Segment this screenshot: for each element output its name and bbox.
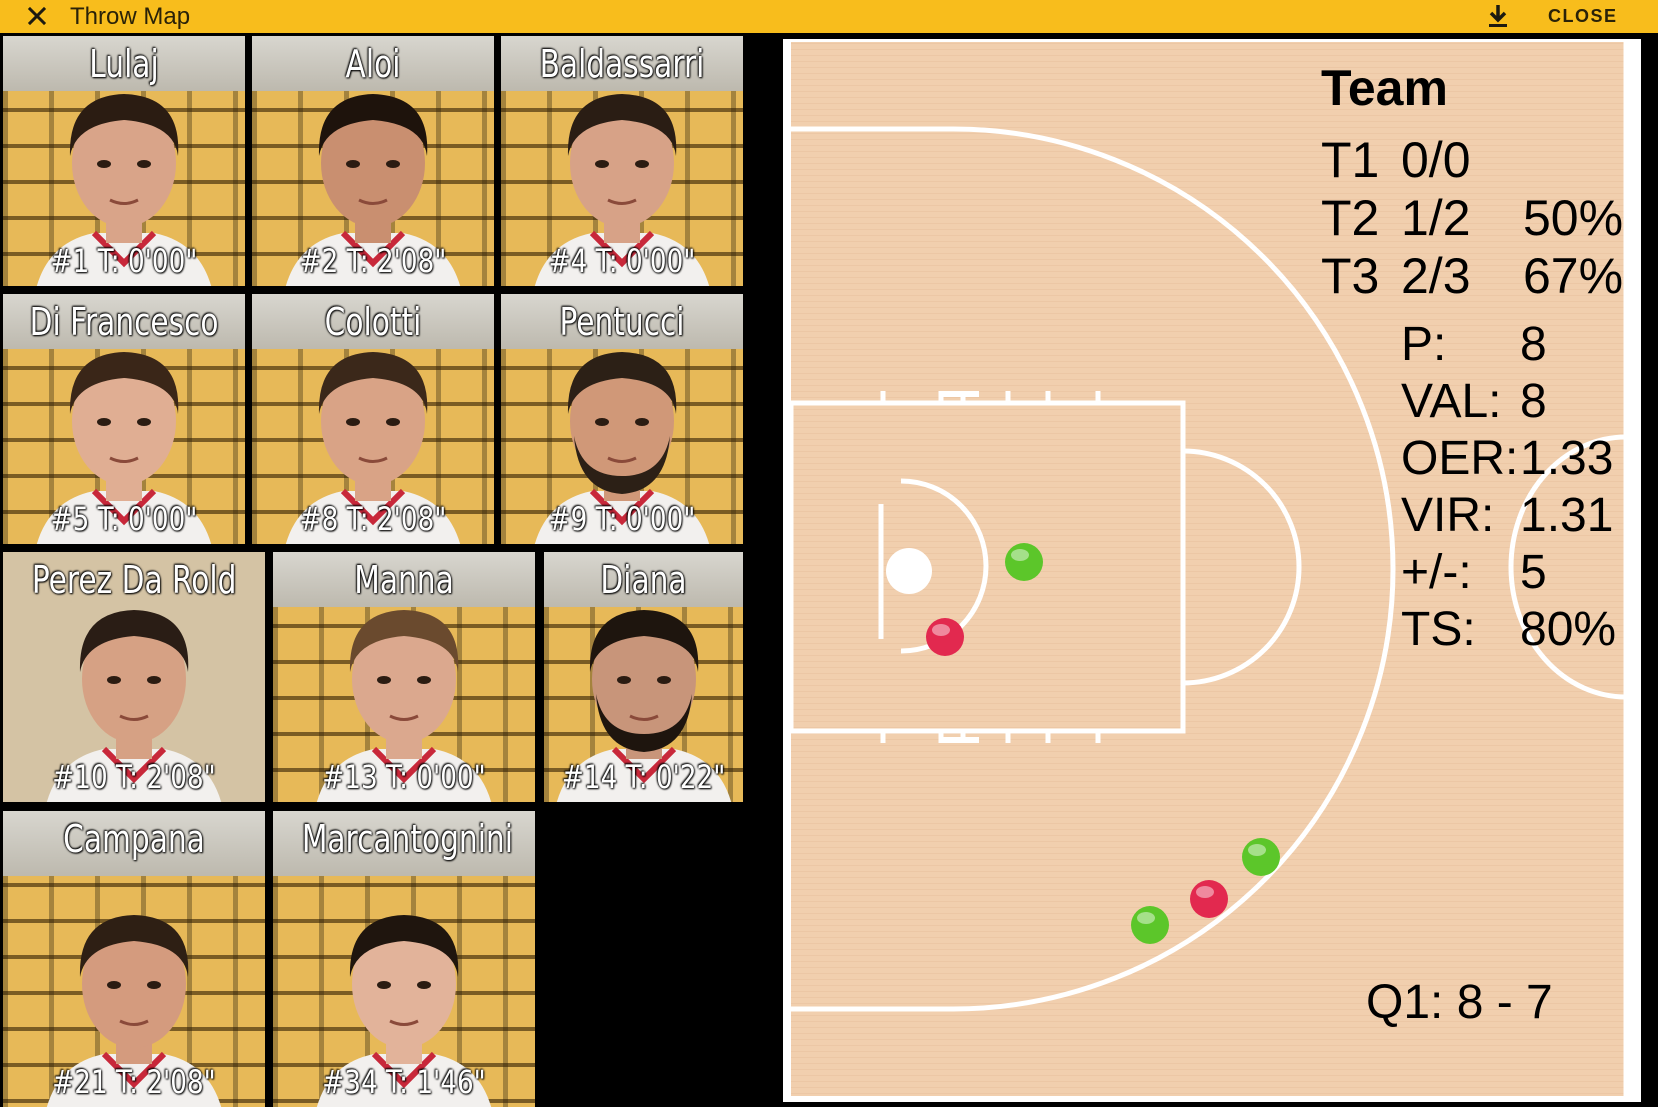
player-name: Campana — [63, 817, 205, 861]
tile-background — [252, 36, 494, 91]
player-tile[interactable]: Colotti #8 T: 2'08" — [252, 294, 494, 544]
player-photo — [36, 94, 212, 286]
player-info: #14 T: 0'22" — [561, 758, 726, 796]
stats-title: Team — [1321, 60, 1448, 116]
close-button[interactable]: CLOSE — [1548, 6, 1618, 26]
player-tile[interactable]: Perez Da Rold #10 T: 2'08" — [3, 552, 265, 802]
player-info: #2 T: 2'08" — [299, 242, 447, 280]
t2-value: 1/2 — [1401, 190, 1471, 246]
tile-background — [3, 811, 265, 877]
court-lines — [788, 42, 1629, 1096]
player-name: Di Francesco — [29, 300, 219, 344]
tile-background — [252, 294, 494, 349]
player-tile[interactable]: Di Francesco #5 T: 0'00" — [3, 294, 245, 544]
player-info: #9 T: 0'00" — [548, 500, 696, 538]
player-tile[interactable]: Baldassarri #4 T: 0'00" — [501, 36, 743, 286]
quarter-score: Q1: 8 - 7 — [1366, 976, 1553, 1029]
player-photo — [285, 94, 461, 286]
t3-pct: 67% — [1523, 248, 1624, 304]
page-title: Throw Map — [70, 3, 191, 30]
player-tile[interactable]: Diana #14 T: 0'22" — [544, 552, 743, 802]
player-name: Diana — [600, 558, 687, 602]
player-name: Aloi — [345, 42, 401, 86]
shot-missed-marker[interactable] — [926, 618, 964, 656]
t3-value: 2/3 — [1401, 248, 1471, 304]
throw-map-court: Team T1 0/0 T2 1/2 50% T3 2/3 67% P: 8 V… — [783, 39, 1641, 1102]
tile-background — [3, 36, 245, 91]
shot-made-marker[interactable] — [1131, 906, 1169, 944]
player-name: Pentucci — [559, 300, 685, 344]
player-info: #34 T: 1'46" — [322, 1063, 486, 1101]
t2-pct: 50% — [1523, 190, 1624, 246]
player-tile[interactable]: Lulaj #1 T: 0'00" — [3, 36, 245, 286]
player-info: #4 T: 0'00" — [548, 242, 696, 280]
player-name: Baldassarri — [539, 42, 705, 86]
player-tile[interactable]: Manna #13 T: 0'00" — [273, 552, 535, 802]
player-info: #1 T: 0'00" — [50, 242, 198, 280]
oer-label: OER: — [1401, 432, 1519, 485]
player-tile[interactable]: Campana #21 T: 2'08" — [3, 811, 265, 1107]
t2-label: T2 — [1321, 190, 1380, 246]
tile-background — [544, 552, 743, 607]
val-label: VAL: — [1401, 375, 1502, 428]
player-photo — [46, 915, 222, 1107]
player-info: #10 T: 2'08" — [52, 758, 216, 796]
tile-background — [273, 811, 535, 877]
download-icon[interactable] — [1484, 2, 1512, 30]
vir-label: VIR: — [1401, 489, 1495, 542]
points-label: P: — [1401, 318, 1447, 371]
player-photo — [316, 610, 492, 802]
player-photo — [316, 915, 492, 1107]
shot-made-marker[interactable] — [1005, 543, 1043, 581]
points-value: 8 — [1520, 318, 1547, 371]
shot-missed-marker[interactable] — [1190, 880, 1228, 918]
player-info: #5 T: 0'00" — [50, 500, 198, 538]
player-tile[interactable]: Pentucci #9 T: 0'00" — [501, 294, 743, 544]
player-name: Perez Da Rold — [31, 558, 237, 602]
plus-minus-label: +/-: — [1401, 546, 1472, 599]
ts-value: 80% — [1520, 603, 1617, 656]
close-icon[interactable] — [22, 1, 52, 31]
player-name: Lulaj — [89, 42, 159, 86]
t1-value: 0/0 — [1401, 132, 1471, 188]
player-photo — [556, 610, 731, 802]
val-value: 8 — [1520, 375, 1547, 428]
tile-background — [3, 294, 245, 349]
plus-minus-value: 5 — [1520, 546, 1547, 599]
player-info: #13 T: 0'00" — [322, 758, 486, 796]
player-info: #8 T: 2'08" — [299, 500, 447, 538]
player-photo — [285, 352, 461, 544]
player-tile[interactable]: Aloi #2 T: 2'08" — [252, 36, 494, 286]
player-photo — [46, 610, 222, 802]
player-name: Colotti — [324, 300, 422, 344]
player-photo — [534, 94, 710, 286]
player-name: Marcantognini — [301, 817, 513, 861]
player-tile[interactable]: Marcantognini #34 T: 1'46" — [273, 811, 535, 1107]
tile-background — [501, 294, 743, 349]
player-photo — [36, 352, 212, 544]
ts-label: TS: — [1401, 603, 1476, 656]
shot-made-marker[interactable] — [1242, 838, 1280, 876]
player-name: Manna — [354, 558, 454, 602]
t3-label: T3 — [1321, 248, 1380, 304]
oer-value: 1.33 — [1520, 432, 1614, 485]
tile-background — [501, 36, 743, 91]
basket-hoop — [886, 548, 932, 594]
top-bar: Throw Map CLOSE — [0, 0, 1658, 33]
tile-background — [273, 552, 535, 607]
vir-value: 1.31 — [1520, 489, 1614, 542]
player-info: #21 T: 2'08" — [52, 1063, 216, 1101]
player-photo — [534, 352, 710, 544]
t1-label: T1 — [1321, 132, 1380, 188]
